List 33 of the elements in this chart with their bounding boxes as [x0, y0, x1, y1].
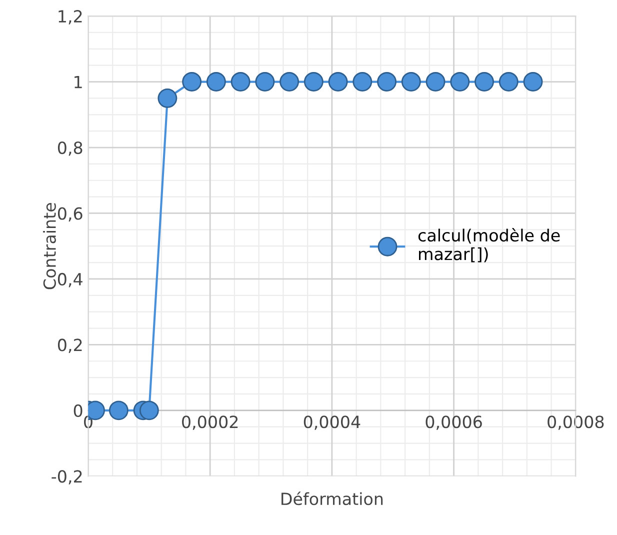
- point: [450, 72, 470, 92]
- y-axis-title: Contrainte: [43, 202, 56, 290]
- y-tick-label: 1,2: [58, 10, 82, 24]
- y-tick-label: 0: [74, 404, 82, 417]
- point: [255, 72, 275, 92]
- point: [498, 72, 518, 92]
- point: [352, 72, 372, 92]
- x-axis-title: Déformation: [282, 492, 383, 506]
- point: [401, 72, 421, 92]
- point: [328, 72, 348, 92]
- point: [108, 400, 128, 420]
- point: [139, 400, 159, 420]
- point: [474, 72, 494, 92]
- point: [182, 72, 202, 92]
- point: [523, 72, 543, 92]
- y-tick-label: 0,4: [58, 272, 82, 288]
- x-tick-label: 0,0002: [182, 416, 238, 430]
- y-tick-label: 0,2: [58, 338, 82, 353]
- y-tick-label: 0,6: [58, 207, 82, 222]
- point: [206, 72, 226, 92]
- x-tick-label: 0,0004: [304, 416, 360, 430]
- point: [377, 72, 397, 92]
- y-tick-label: -0,2: [52, 470, 82, 484]
- x-tick-label: 0,0008: [548, 416, 604, 430]
- legend-label: calcul(modèle de mazar[]): [418, 228, 560, 262]
- point: [230, 72, 250, 92]
- y-tick-label: 0,8: [58, 141, 82, 156]
- point: [158, 88, 178, 108]
- point: [426, 72, 446, 92]
- x-tick-label: 0,0006: [426, 416, 482, 430]
- point: [280, 72, 300, 92]
- y-tick-label: 1: [74, 76, 82, 88]
- point: [304, 72, 324, 92]
